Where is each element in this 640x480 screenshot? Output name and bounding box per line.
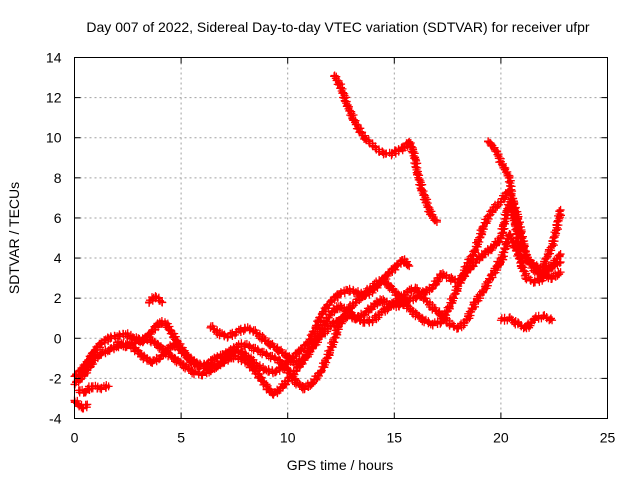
data-point-trail — [257, 333, 274, 349]
data-series — [484, 137, 527, 271]
data-point — [518, 262, 527, 271]
data-point-trail — [291, 355, 308, 369]
data-point-trail — [269, 385, 282, 399]
data-point — [337, 83, 345, 92]
y-tick-label: -4 — [49, 411, 62, 427]
data-point-trail — [504, 230, 523, 259]
data-point-trail — [399, 255, 413, 270]
y-tick-label: -2 — [49, 370, 62, 386]
data-point — [157, 298, 166, 307]
data-point — [548, 316, 557, 325]
y-tick-label: 0 — [54, 330, 62, 346]
data-point-trail — [377, 275, 393, 292]
data-series — [113, 185, 565, 394]
data-point-trail — [430, 216, 441, 225]
data-series — [145, 292, 167, 307]
x-tick-label: 25 — [600, 430, 616, 446]
data-point — [556, 205, 565, 214]
y-tick-label: 6 — [54, 210, 62, 226]
y-tick-label: 12 — [46, 90, 62, 106]
data-point-trail — [394, 287, 412, 305]
data-point — [492, 262, 501, 271]
y-axis-label: SDTVAR / TECUs — [6, 182, 22, 294]
plot-frame — [74, 57, 608, 419]
y-tick-label: 2 — [54, 290, 62, 306]
y-tick-label: 10 — [46, 130, 62, 146]
x-axis-label: GPS time / hours — [287, 457, 394, 473]
data-point — [432, 217, 441, 226]
data-point — [556, 268, 565, 277]
x-tick-label: 5 — [177, 430, 185, 446]
x-tick-label: 20 — [493, 430, 509, 446]
y-tick-label: 8 — [54, 170, 62, 186]
data-point — [405, 262, 414, 271]
data-point-trail — [462, 298, 479, 324]
data-point-trail — [317, 310, 334, 332]
data-point-trail — [318, 297, 335, 318]
data-point-trail — [97, 381, 111, 394]
data-point-trail — [274, 345, 291, 362]
data-point-trail — [181, 362, 197, 378]
data-point — [104, 382, 113, 391]
data-series — [496, 311, 557, 333]
data-point-trail — [345, 284, 359, 298]
data-point-trail — [147, 336, 163, 352]
chart-title: Day 007 of 2022, Sidereal Day-to-day VTE… — [86, 19, 590, 35]
y-tick-label: 14 — [46, 50, 62, 66]
data-point-trail — [266, 339, 282, 355]
data-series — [492, 257, 503, 271]
data-series — [535, 205, 565, 279]
data-point-trail — [511, 222, 523, 247]
data-point-trail — [552, 207, 565, 234]
x-tick-label: 0 — [71, 430, 79, 446]
data-point-trail — [488, 234, 505, 252]
data-point-trail — [172, 356, 188, 372]
data-point-trail — [229, 351, 243, 364]
x-tick-label: 10 — [280, 430, 296, 446]
data-point-trail — [408, 148, 422, 177]
x-tick-label: 15 — [387, 430, 403, 446]
data-point-trail — [453, 315, 472, 333]
data-point — [83, 400, 92, 409]
data-point-trail — [317, 321, 335, 339]
data-points — [70, 71, 565, 413]
data-point — [494, 258, 503, 267]
data-point-trail — [547, 251, 564, 270]
data-point-trail — [275, 377, 292, 395]
data-point-trail — [411, 310, 427, 326]
data-point-trail — [428, 270, 445, 292]
data-series — [70, 396, 92, 413]
grid-lines — [74, 57, 608, 419]
data-point-trail — [522, 315, 539, 332]
data-point-trail — [164, 350, 180, 366]
data-point-trail — [145, 293, 160, 307]
data-series — [330, 71, 441, 226]
y-tick-label: 4 — [54, 250, 62, 266]
axis-ticks: 0 5 10 15 20 25 -4 -2 0 2 4 6 8 10 12 14 — [46, 50, 616, 446]
data-series — [74, 381, 113, 397]
data-point — [556, 250, 565, 259]
data-point-trail — [368, 307, 386, 325]
